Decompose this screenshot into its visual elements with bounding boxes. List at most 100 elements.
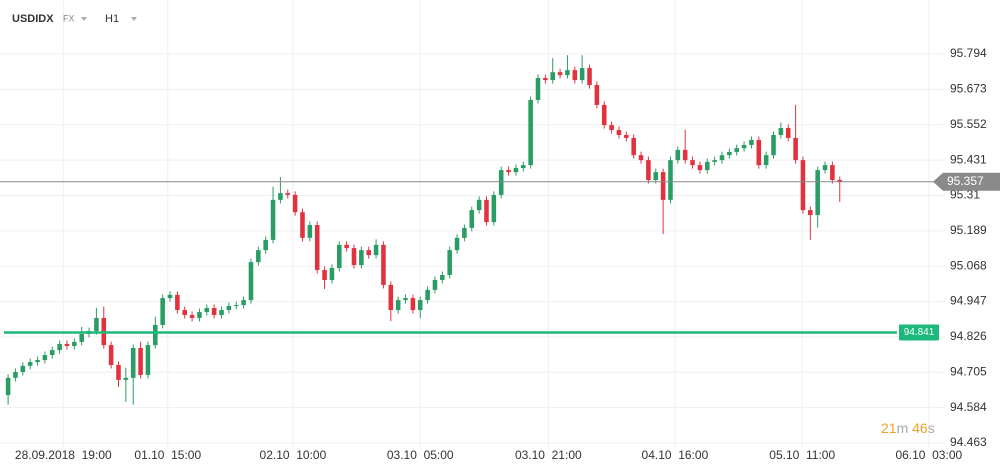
candle-body (521, 165, 526, 169)
candle-body (763, 155, 769, 166)
last-price-tag (933, 172, 1000, 191)
candle-body (727, 151, 732, 156)
candle-body (20, 365, 26, 372)
candle-body (491, 194, 497, 223)
market[interactable]: FX (63, 13, 75, 23)
candle-body (550, 72, 556, 81)
candle-body (557, 72, 563, 76)
candle-body (219, 310, 224, 316)
candle-body (410, 298, 416, 311)
candle-body (682, 149, 688, 161)
candle-body (381, 244, 386, 285)
candle-body (476, 199, 482, 211)
candle-body (785, 127, 791, 138)
candle-body (601, 104, 607, 126)
candle-body (800, 160, 806, 211)
candle-body (233, 305, 239, 307)
x-tick-label: 04.10 16:00 (642, 448, 709, 462)
countdown-minutes: 21 (881, 420, 897, 436)
candle-body (359, 250, 364, 266)
candle-body (734, 148, 739, 152)
level-tag (899, 324, 939, 341)
candle-body (395, 300, 401, 311)
candle-body (403, 298, 408, 301)
candle-body (830, 165, 835, 181)
candle-body (256, 250, 261, 263)
dropdown-arrow[interactable] (81, 17, 87, 21)
candle-body (815, 170, 820, 216)
candle-body (447, 250, 452, 275)
candle-body (241, 300, 246, 306)
candle-body (646, 160, 651, 181)
candle-body (79, 334, 84, 342)
candle-body (631, 137, 636, 156)
candle-body (653, 172, 659, 181)
candle-body (572, 70, 578, 81)
countdown-unit: m (897, 420, 909, 436)
candle-body (322, 270, 327, 280)
x-tick-label: 28.09.2018 19:00 (15, 448, 112, 462)
candle-body (535, 78, 541, 100)
candle-body (579, 68, 585, 81)
countdown-seconds: 46 (912, 420, 928, 436)
dropdown-arrow[interactable] (131, 17, 137, 21)
x-tick-label: 06.10 03:00 (895, 448, 962, 462)
candle-body (49, 350, 55, 356)
candle-body (425, 289, 430, 301)
candle-body (506, 170, 511, 173)
y-tick-label: 94.826 (950, 329, 987, 343)
candle-body (484, 199, 489, 223)
candle-body (130, 348, 136, 378)
candle-body (587, 68, 592, 86)
candle-body (638, 155, 644, 161)
candle-body (57, 343, 62, 351)
candle-body (432, 279, 438, 290)
candle-body (616, 130, 622, 136)
candle-body (660, 172, 666, 200)
candle-body (417, 300, 423, 311)
candle-body (719, 155, 725, 161)
candle-body (513, 168, 519, 173)
x-tick-label: 05.10 11:00 (769, 448, 835, 462)
candle-body (793, 137, 798, 161)
countdown-unit: s (928, 420, 935, 436)
x-tick-label: 03.10 21:00 (515, 448, 582, 462)
symbol[interactable]: USDIDX (12, 13, 54, 25)
candle-body (594, 85, 600, 105)
candle-body (668, 160, 673, 200)
candle-body (123, 377, 129, 380)
candle-body (388, 284, 394, 311)
candle-body (469, 210, 475, 228)
candle-body (292, 194, 298, 213)
candle-body (189, 315, 195, 318)
last-price-label: 95.357 (947, 174, 984, 188)
candle-body (690, 160, 695, 166)
candle-body (440, 274, 445, 280)
candle-body (771, 135, 776, 156)
candle-body (285, 193, 291, 195)
candle-body (366, 250, 372, 256)
interval[interactable]: H1 (105, 13, 119, 25)
candle-body (454, 237, 460, 251)
y-tick-label: 94.947 (950, 294, 987, 308)
candle-body (808, 210, 813, 216)
candle-body (94, 317, 99, 332)
candle-body (837, 180, 843, 183)
candle-body (822, 165, 828, 171)
candle-body (108, 345, 114, 365)
candle-body (778, 127, 784, 136)
candle-body (197, 312, 202, 318)
candle-body (5, 377, 11, 396)
candle-body (704, 161, 710, 171)
y-tick-label: 94.463 (950, 435, 987, 449)
candle-body (337, 244, 342, 268)
candle-body (300, 212, 305, 238)
candle-body (145, 345, 151, 375)
candle-body (462, 227, 467, 238)
candle-body (543, 78, 548, 81)
candle-body (160, 298, 165, 325)
candle-body (307, 225, 313, 238)
candle-body (138, 348, 143, 375)
candle-body (116, 364, 121, 380)
